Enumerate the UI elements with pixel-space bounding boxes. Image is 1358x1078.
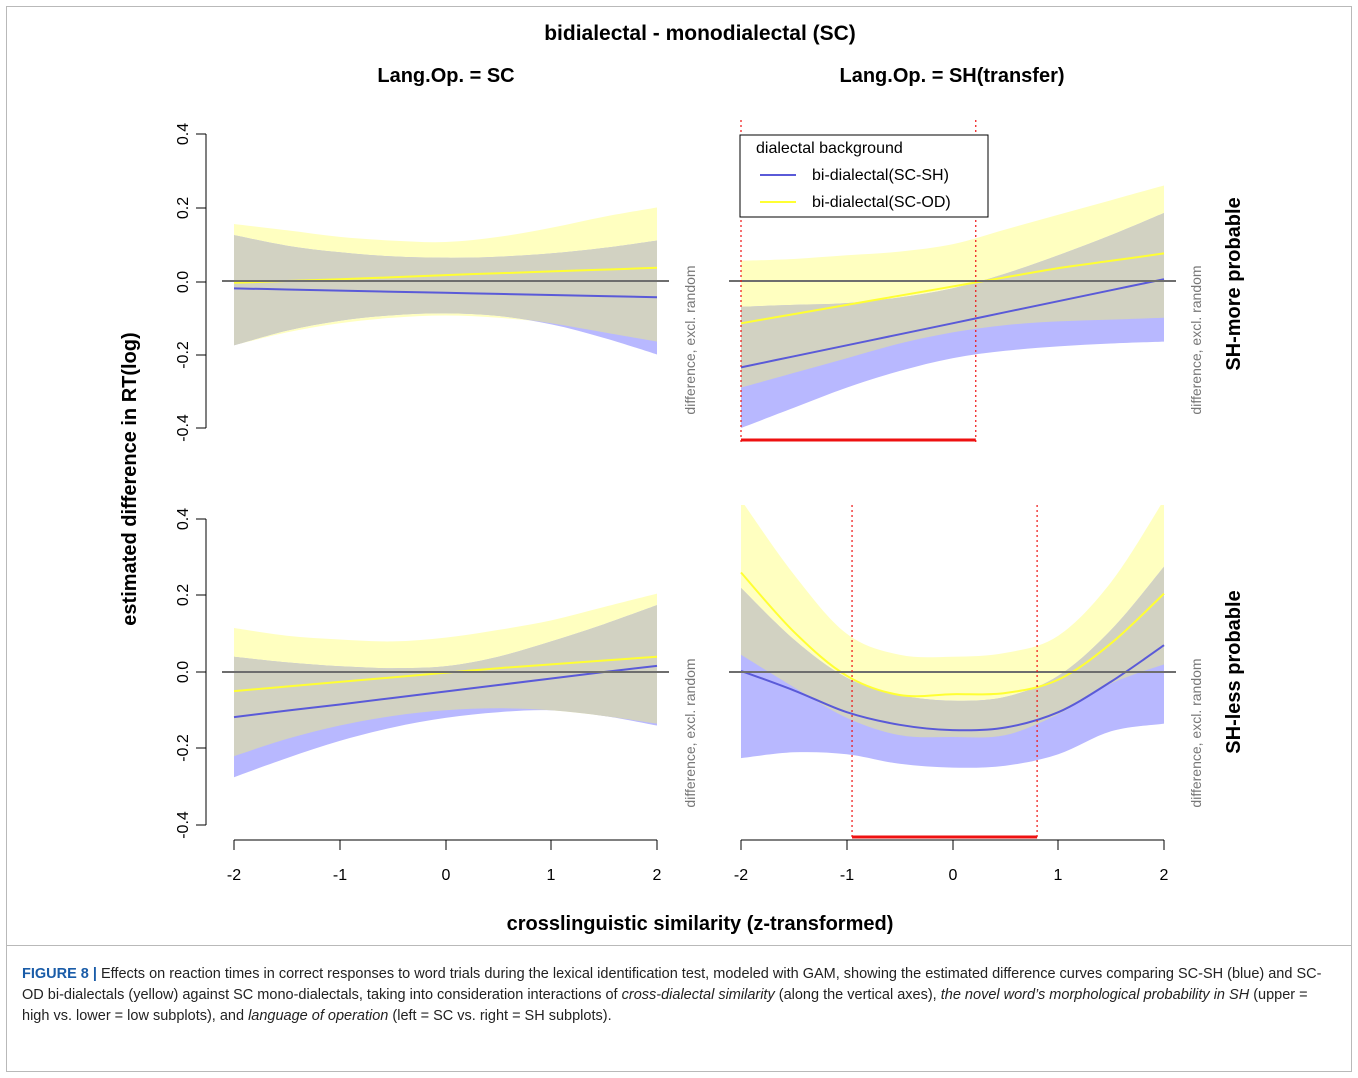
caption-text-2: (along the vertical axes),	[774, 987, 941, 1003]
y-tick-label: 0.0	[175, 271, 192, 293]
legend-label-sc-sh: bi-dialectal(SC-SH)	[812, 167, 949, 184]
curve-sc-od	[740, 571, 1165, 698]
curve-sc-sh	[740, 278, 1165, 369]
x-tick-label: 0	[949, 867, 958, 884]
curve-sc-sh	[740, 644, 1165, 732]
curve-sc-od	[740, 252, 1165, 325]
caption-italic-3: language of operation	[248, 1008, 389, 1024]
x-tick-label: -1	[333, 867, 347, 884]
legend: dialectal background bi-dialectal(SC-SH)…	[739, 134, 989, 218]
caption-italic-2: the novel word’s morphological probabili…	[940, 987, 1250, 1003]
caption-separator: |	[92, 966, 97, 982]
curve-sc-sh	[233, 664, 658, 719]
y-axis-label: estimated difference in RT(log)	[119, 332, 141, 625]
side-label-1-1: difference, excl. random	[1188, 658, 1204, 807]
row-label-bottom: SH-less probable	[1223, 590, 1245, 753]
ci-band-overlap	[741, 566, 1164, 738]
chart-title: bidialectal - monodialectal (SC)	[544, 22, 856, 45]
x-tick-label: 0	[442, 867, 451, 884]
y-tick-label: 0.2	[175, 197, 192, 219]
x-tick-label: 1	[547, 867, 556, 884]
x-tick-label: 2	[653, 867, 662, 884]
caption-text-3: (upper = high vs. lower = low subplots),…	[22, 987, 1308, 1024]
panel-0-0	[233, 207, 658, 355]
x-tick-label: -1	[840, 867, 854, 884]
figure-frame	[6, 6, 1352, 1072]
x-tick-label: -2	[227, 867, 241, 884]
panels-layer	[222, 120, 1176, 839]
row-label-top: SH-more probable	[1223, 197, 1245, 370]
side-label-0-1: difference, excl. random	[1188, 265, 1204, 414]
caption-figure-label: FIGURE 8	[22, 966, 89, 982]
legend-title: dialectal background	[756, 140, 903, 157]
ci-band-overlap	[741, 213, 1164, 388]
ci-band-overlap	[234, 605, 657, 757]
caption-italic-1: cross-dialectal similarity	[621, 987, 775, 1003]
y-tick-label: 0.4	[175, 123, 192, 145]
y-tick-label: 0.2	[175, 584, 192, 606]
panel-0-1	[740, 185, 1165, 428]
y-axis-top: 0.4 0.2 0.0 -0.2 -0.4	[175, 123, 207, 442]
x-axis-left: -2 -1 0 1 2	[227, 839, 662, 884]
y-tick-label: 0.0	[175, 661, 192, 683]
x-axis-right: -2 -1 0 1 2	[734, 839, 1169, 884]
curve-sc-sh	[233, 287, 658, 299]
ci-band-overlap	[234, 235, 657, 346]
x-tick-label: 2	[1160, 867, 1169, 884]
column-title-left: Lang.Op. = SC	[377, 65, 514, 87]
caption-text-4: (left = SC vs. right = SH subplots).	[388, 1008, 612, 1024]
y-tick-label: -0.4	[175, 414, 192, 442]
y-tick-label: -0.4	[175, 811, 192, 839]
caption-text-1: Effects on reaction times in correct res…	[22, 966, 1322, 1003]
figure-plot: bidialectal - monodialectal (SC) Lang.Op…	[119, 22, 1245, 935]
side-label-0-0: difference, excl. random	[682, 265, 698, 414]
y-tick-label: 0.4	[175, 508, 192, 530]
column-title-right: Lang.Op. = SH(transfer)	[839, 65, 1064, 87]
x-tick-label: -2	[734, 867, 748, 884]
y-axis-bottom: 0.4 0.2 0.0 -0.2 -0.4	[175, 508, 207, 839]
legend-label-sc-od: bi-dialectal(SC-OD)	[812, 194, 951, 211]
panel-1-1	[740, 505, 1165, 768]
y-tick-label: -0.2	[175, 734, 192, 762]
side-label-1-0: difference, excl. random	[682, 658, 698, 807]
x-tick-label: 1	[1054, 867, 1063, 884]
figure-caption: FIGURE 8 | Effects on reaction times in …	[22, 964, 1332, 1027]
x-axis-label: crosslinguistic similarity (z-transforme…	[507, 913, 894, 935]
y-tick-label: -0.2	[175, 341, 192, 369]
caption-divider	[6, 945, 1352, 946]
panel-1-0	[233, 593, 658, 778]
